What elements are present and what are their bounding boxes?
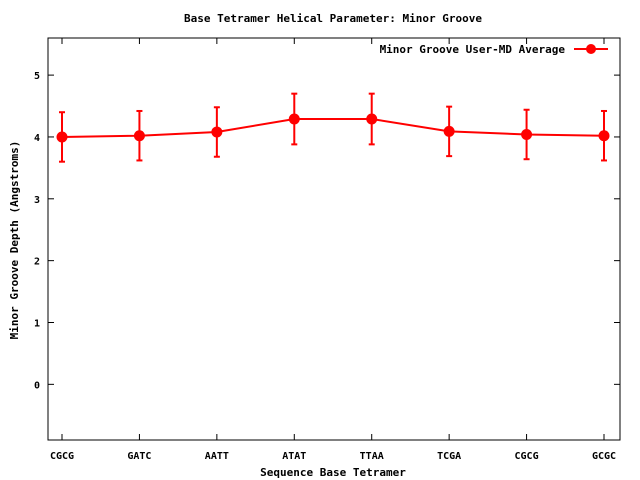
x-axis-label: Sequence Base Tetramer [260, 466, 406, 479]
x-tick-label: CGCG [50, 451, 74, 462]
chart-title: Base Tetramer Helical Parameter: Minor G… [184, 12, 482, 25]
data-point [288, 113, 300, 125]
legend: Minor Groove User-MD Average [380, 43, 608, 56]
y-tick-label: 3 [34, 195, 40, 206]
y-tick-label: 2 [34, 257, 40, 268]
data-point [211, 126, 223, 138]
plot-frame [47, 37, 621, 441]
x-tick-label: TTAA [360, 451, 384, 462]
data-point [598, 130, 610, 142]
x-tick-label: TCGA [437, 451, 461, 462]
data-point [521, 128, 533, 140]
x-tick-label: CGCG [515, 451, 539, 462]
series-line [61, 118, 605, 138]
x-axis: CGCG GATC AATT ATAT TTAA TCGA CGCG GCGC [50, 38, 616, 462]
y-tick-label: 4 [34, 133, 40, 144]
y-axis-label: Minor Groove Depth (Angstroms) [8, 141, 21, 340]
legend-label: Minor Groove User-MD Average [380, 43, 566, 56]
y-tick-label: 5 [34, 71, 40, 82]
x-tick-label: AATT [205, 451, 229, 462]
x-tick-label: GATC [127, 451, 151, 462]
data-point [366, 113, 378, 125]
series-minor-groove [56, 92, 610, 163]
x-tick-label: GCGC [592, 451, 616, 462]
data-point [56, 131, 68, 143]
y-tick-label: 1 [34, 318, 40, 329]
data-point [133, 130, 145, 142]
data-point [443, 125, 455, 137]
y-axis: 0 1 2 3 4 5 [34, 71, 620, 391]
y-tick-label: 0 [34, 380, 40, 391]
x-tick-label: ATAT [282, 451, 306, 462]
legend-marker-swatch [586, 44, 596, 54]
